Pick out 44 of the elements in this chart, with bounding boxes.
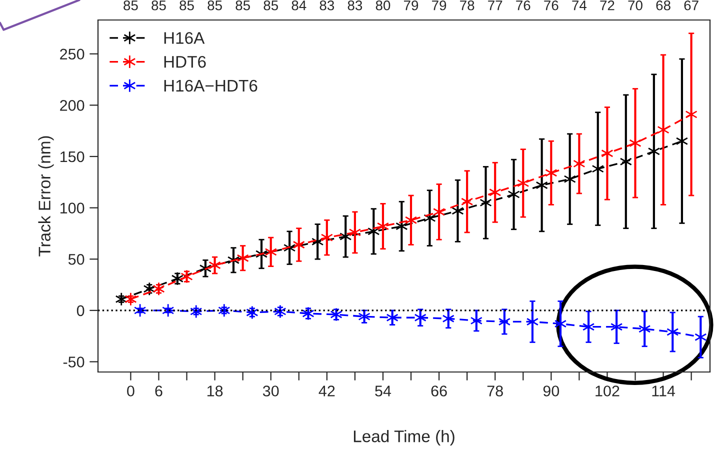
text: 77: [488, 0, 502, 10]
text: 68: [656, 0, 670, 10]
text: 78: [460, 0, 474, 10]
legend-label: H16A−HDT6: [164, 80, 258, 92]
legend-label: H16A: [164, 32, 205, 44]
legend-label: HDT6: [164, 56, 206, 68]
y-axis-title: Track Error (nm): [38, 136, 54, 256]
text: 85: [180, 0, 194, 10]
y-tick-label: 200: [60, 100, 84, 111]
text: 83: [348, 0, 362, 10]
x-tick-label: 90: [543, 386, 560, 396]
text: 80: [376, 0, 390, 10]
x-tick-label: 6: [155, 386, 162, 396]
text: 72: [600, 0, 614, 10]
text: 70: [628, 0, 642, 10]
text: 85: [152, 0, 166, 10]
x-tick-label: 114: [652, 386, 676, 396]
y-tick-label: -50: [63, 356, 84, 368]
text: 79: [404, 0, 418, 10]
text: 85: [124, 0, 138, 10]
x-tick-label: 78: [487, 386, 503, 396]
text: 85: [208, 0, 222, 10]
x-tick-label: 0: [127, 386, 134, 396]
text: 74: [572, 0, 587, 10]
y-tick-label: 250: [60, 48, 84, 60]
text: 83: [320, 0, 334, 10]
x-tick-label: 66: [431, 386, 447, 396]
y-tick-label: 50: [68, 254, 84, 265]
y-tick-label: 0: [76, 305, 84, 316]
x-tick-label: 54: [375, 386, 392, 396]
x-tick-label: 30: [262, 386, 279, 396]
text: 84: [292, 0, 306, 10]
text: 67: [684, 0, 698, 10]
text: 85: [236, 0, 250, 10]
x-tick-label: 42: [318, 386, 335, 396]
x-axis-title: Lead Time (h): [354, 430, 454, 446]
text: 76: [516, 0, 530, 10]
y-tick-label: 150: [60, 151, 84, 162]
x-tick-label: 18: [207, 386, 223, 396]
y-tick-label: 100: [60, 202, 84, 214]
text: 85: [264, 0, 278, 10]
text: 76: [544, 0, 558, 10]
x-tick-label: 102: [596, 386, 620, 396]
text: 79: [432, 0, 446, 10]
